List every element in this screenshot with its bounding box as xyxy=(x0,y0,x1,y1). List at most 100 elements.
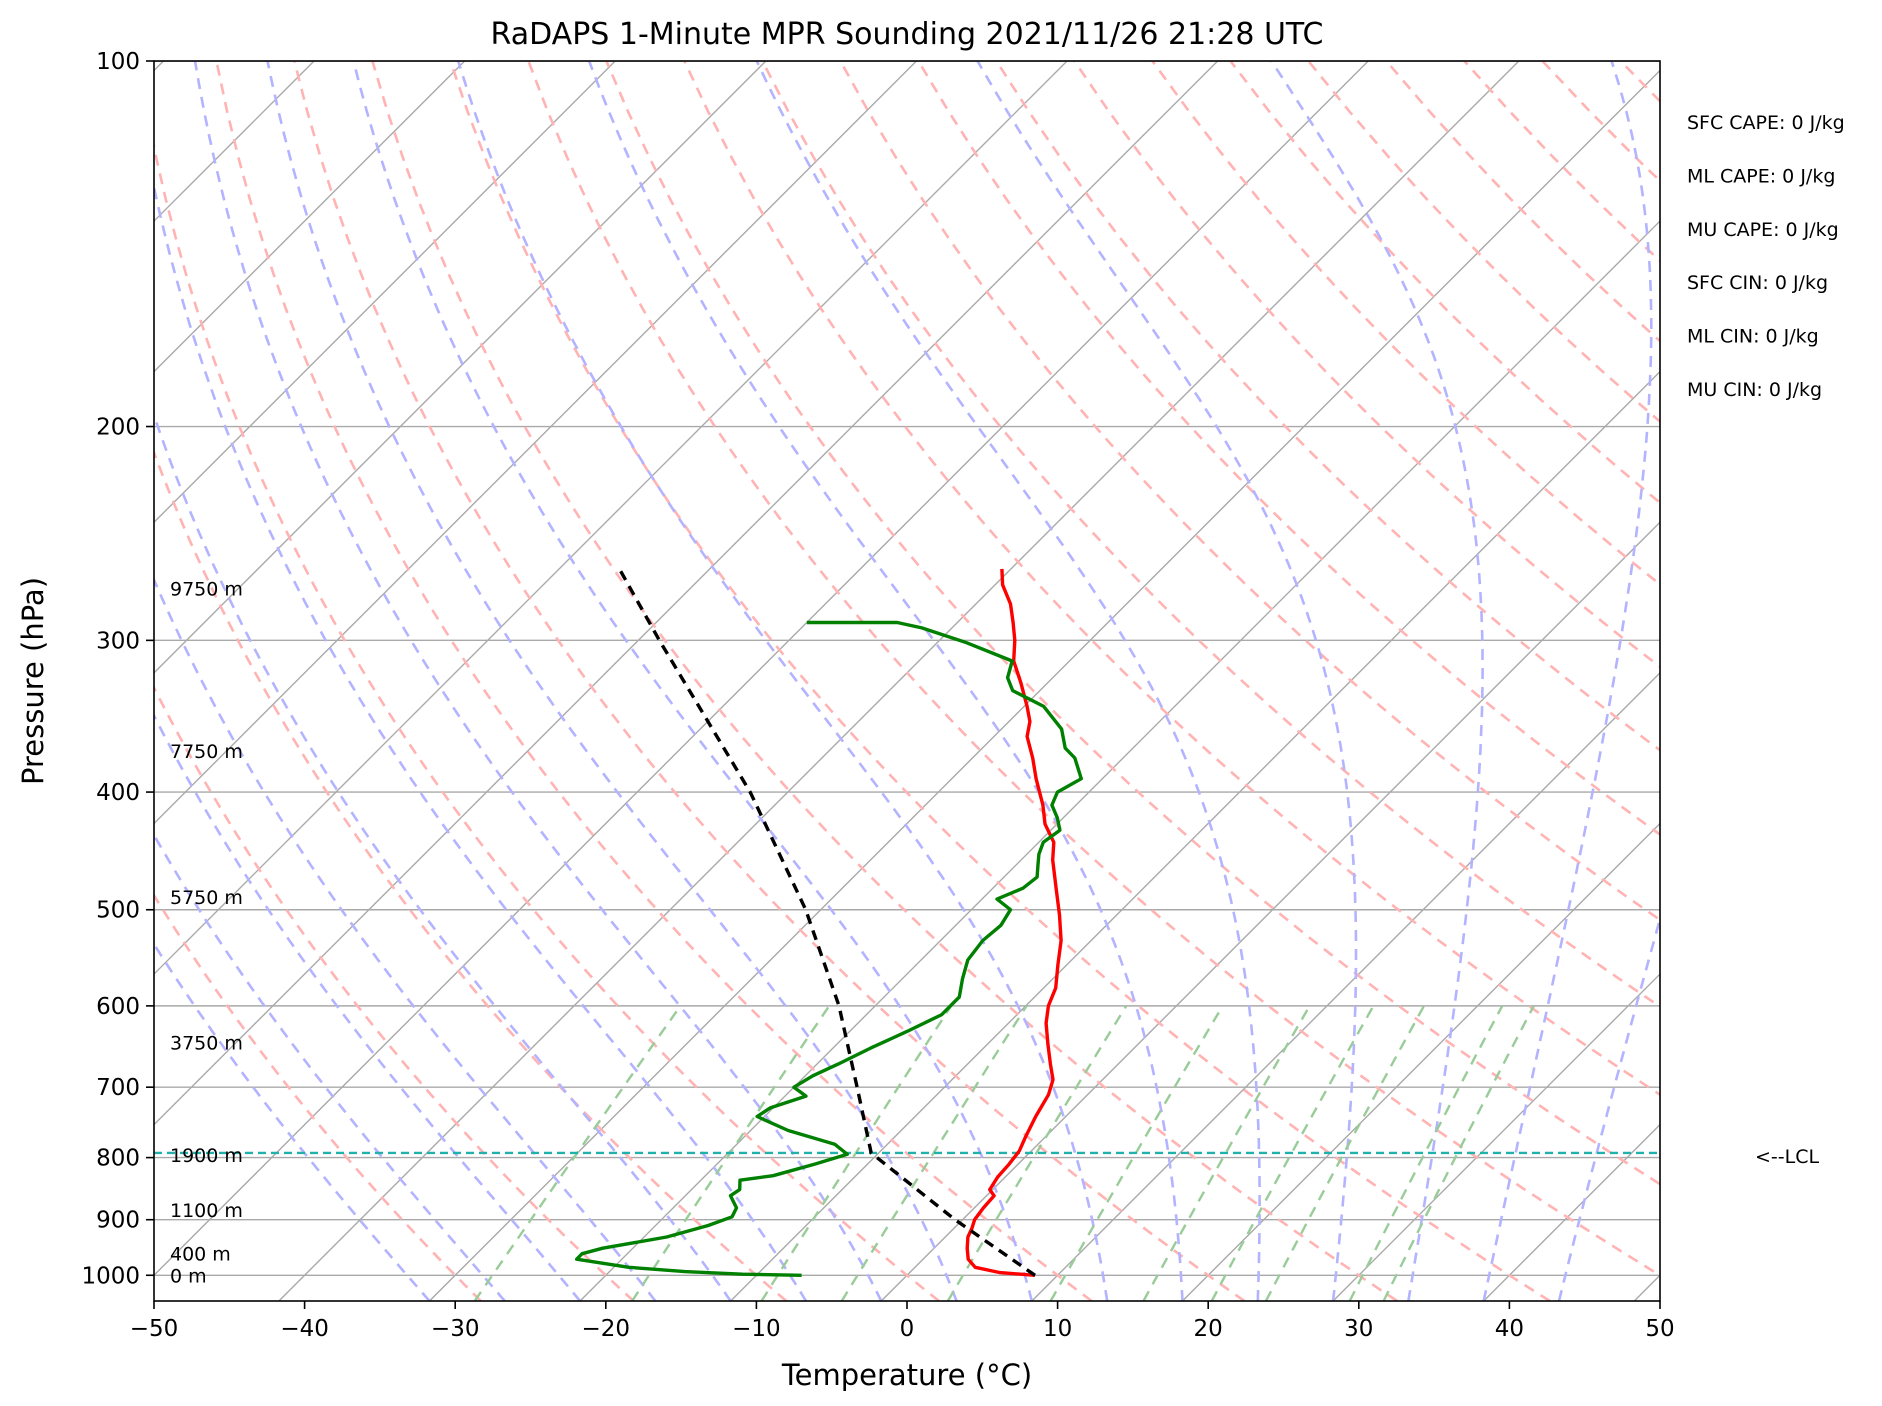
y-axis-ticks: 100 200 300 400 500 600 700 800 900 1000 xyxy=(81,49,154,1289)
stability-index: SFC CAPE: 0 J/kg xyxy=(1687,112,1845,134)
moist-adiabat-line xyxy=(154,941,431,1301)
mixing-ratio-line xyxy=(840,1005,1028,1301)
dry-adiabat-line xyxy=(527,61,1660,1277)
stability-index: SFC CIN: 0 J/kg xyxy=(1687,272,1828,294)
temperature-line xyxy=(965,568,1063,1277)
mixing-ratio-line xyxy=(1210,1005,1375,1301)
dry-adiabat-line xyxy=(683,61,1660,1097)
chart-title: RaDAPS 1-Minute MPR Sounding 2021/11/26 … xyxy=(491,17,1324,52)
mixing-ratio-line xyxy=(631,1005,831,1301)
moist-adiabat-line xyxy=(154,832,506,1301)
lcl-label: <--LCL xyxy=(1755,1146,1819,1168)
moist-adiabat-line xyxy=(154,180,808,1301)
moist-adiabat-line xyxy=(352,61,1034,1301)
stability-index: ML CAPE: 0 J/kg xyxy=(1687,165,1835,187)
isotherm-line xyxy=(428,69,1660,1301)
x-tick-label: 10 xyxy=(1043,1316,1072,1342)
dry-adiabat-line xyxy=(1073,61,1660,669)
x-tick-label: 50 xyxy=(1645,1316,1674,1342)
y-tick-label: 500 xyxy=(96,898,140,924)
mixing-ratio-line xyxy=(473,1005,682,1301)
y-tick-label: 400 xyxy=(96,780,140,806)
height-label: 7750 m xyxy=(170,741,243,763)
stability-indices: SFC CAPE: 0 J/kg ML CAPE: 0 J/kg MU CAPE: … xyxy=(1687,112,1845,401)
x-tick-label: 20 xyxy=(1194,1316,1223,1342)
y-tick-label: 200 xyxy=(96,415,140,441)
isotherm-line xyxy=(1332,973,1660,1301)
parcel-path-line xyxy=(617,568,1036,1277)
moist-adiabat-line xyxy=(587,61,1184,1301)
moist-adiabat-line xyxy=(1482,61,1653,1301)
moist-adiabat-line xyxy=(976,61,1358,1301)
height-label: 1900 m xyxy=(170,1145,243,1167)
dry-adiabat-line xyxy=(293,61,1246,1301)
dewpoint-line xyxy=(575,620,1083,1277)
y-tick-label: 800 xyxy=(96,1146,140,1172)
isotherm-line xyxy=(579,220,1660,1301)
dry-adiabat-line xyxy=(371,61,1398,1301)
mixing-ratio-line xyxy=(1264,1005,1426,1301)
y-tick-label: 700 xyxy=(96,1075,140,1101)
height-label: 0 m xyxy=(170,1265,207,1287)
isotherm-line xyxy=(880,521,1660,1301)
isotherm-line xyxy=(154,61,616,524)
mixing-ratio-line xyxy=(1382,1005,1535,1301)
x-axis-ticks: −50 −40 −30 −20 −10 0 10 20 30 40 50 xyxy=(130,1301,1675,1342)
stability-index: MU CIN: 0 J/kg xyxy=(1687,379,1822,401)
x-tick-label: 0 xyxy=(900,1316,915,1342)
dry-adiabat-lines xyxy=(154,61,1660,1301)
height-label: 3750 m xyxy=(170,1032,243,1054)
y-tick-label: 300 xyxy=(96,628,140,654)
mixing-ratio-line xyxy=(1348,1005,1504,1301)
stability-index: ML CIN: 0 J/kg xyxy=(1687,326,1819,348)
isotherm-line xyxy=(154,61,1369,1277)
isotherm-line xyxy=(154,61,466,373)
dry-adiabat-line xyxy=(154,140,940,1301)
isotherm-line xyxy=(154,61,767,674)
moist-adiabat-line xyxy=(266,61,958,1301)
sounding-series xyxy=(575,568,1083,1277)
height-label: 9750 m xyxy=(170,579,243,601)
mixing-ratio-line xyxy=(1049,1005,1224,1301)
moist-adiabat-line xyxy=(1557,914,1660,1301)
isotherm-line xyxy=(154,61,1219,1126)
moist-adiabat-line xyxy=(755,61,1261,1301)
x-tick-label: −30 xyxy=(431,1316,480,1342)
isotherm-line xyxy=(154,61,1068,976)
x-tick-label: 30 xyxy=(1344,1316,1373,1342)
isotherm-line xyxy=(1181,822,1660,1301)
dry-adiabat-line xyxy=(215,61,1093,1301)
dry-adiabat-line xyxy=(154,449,788,1301)
dry-adiabat-line xyxy=(605,61,1660,1186)
height-labels: 9750 m 7750 m 5750 m 3750 m 1900 m 1100 m 400 … xyxy=(170,579,243,1288)
y-axis-label: Pressure (hPa) xyxy=(16,577,50,785)
x-tick-label: 40 xyxy=(1495,1316,1524,1342)
y-tick-label: 900 xyxy=(96,1208,140,1234)
isotherm-line xyxy=(154,61,917,825)
dry-adiabat-line xyxy=(449,61,1551,1301)
height-label: 400 m xyxy=(170,1244,231,1266)
dry-adiabat-line xyxy=(761,61,1660,1009)
moist-adiabat-lines xyxy=(154,61,1660,1301)
y-tick-label: 100 xyxy=(96,49,140,75)
moist-adiabat-line xyxy=(193,61,883,1301)
x-tick-label: −20 xyxy=(582,1316,631,1342)
dry-adiabat-line xyxy=(154,892,482,1301)
mixing-ratio-line xyxy=(760,1005,953,1301)
isotherm-line xyxy=(1031,671,1660,1301)
y-tick-label: 1000 xyxy=(81,1263,140,1289)
x-tick-label: −10 xyxy=(732,1316,781,1342)
stability-index: MU CAPE: 0 J/kg xyxy=(1687,219,1839,241)
y-tick-label: 600 xyxy=(96,994,140,1020)
dry-adiabat-line xyxy=(154,684,635,1301)
mixing-ratio-line xyxy=(1142,1005,1311,1301)
height-label: 5750 m xyxy=(170,887,243,909)
x-tick-label: −50 xyxy=(130,1316,179,1342)
moist-adiabat-line xyxy=(154,411,732,1301)
dry-adiabat-line xyxy=(995,61,1660,752)
height-label: 1100 m xyxy=(170,1200,243,1222)
x-tick-label: −40 xyxy=(280,1316,329,1342)
moist-adiabat-line xyxy=(1270,61,1484,1301)
x-axis-label: Temperature (°C) xyxy=(781,1358,1032,1392)
